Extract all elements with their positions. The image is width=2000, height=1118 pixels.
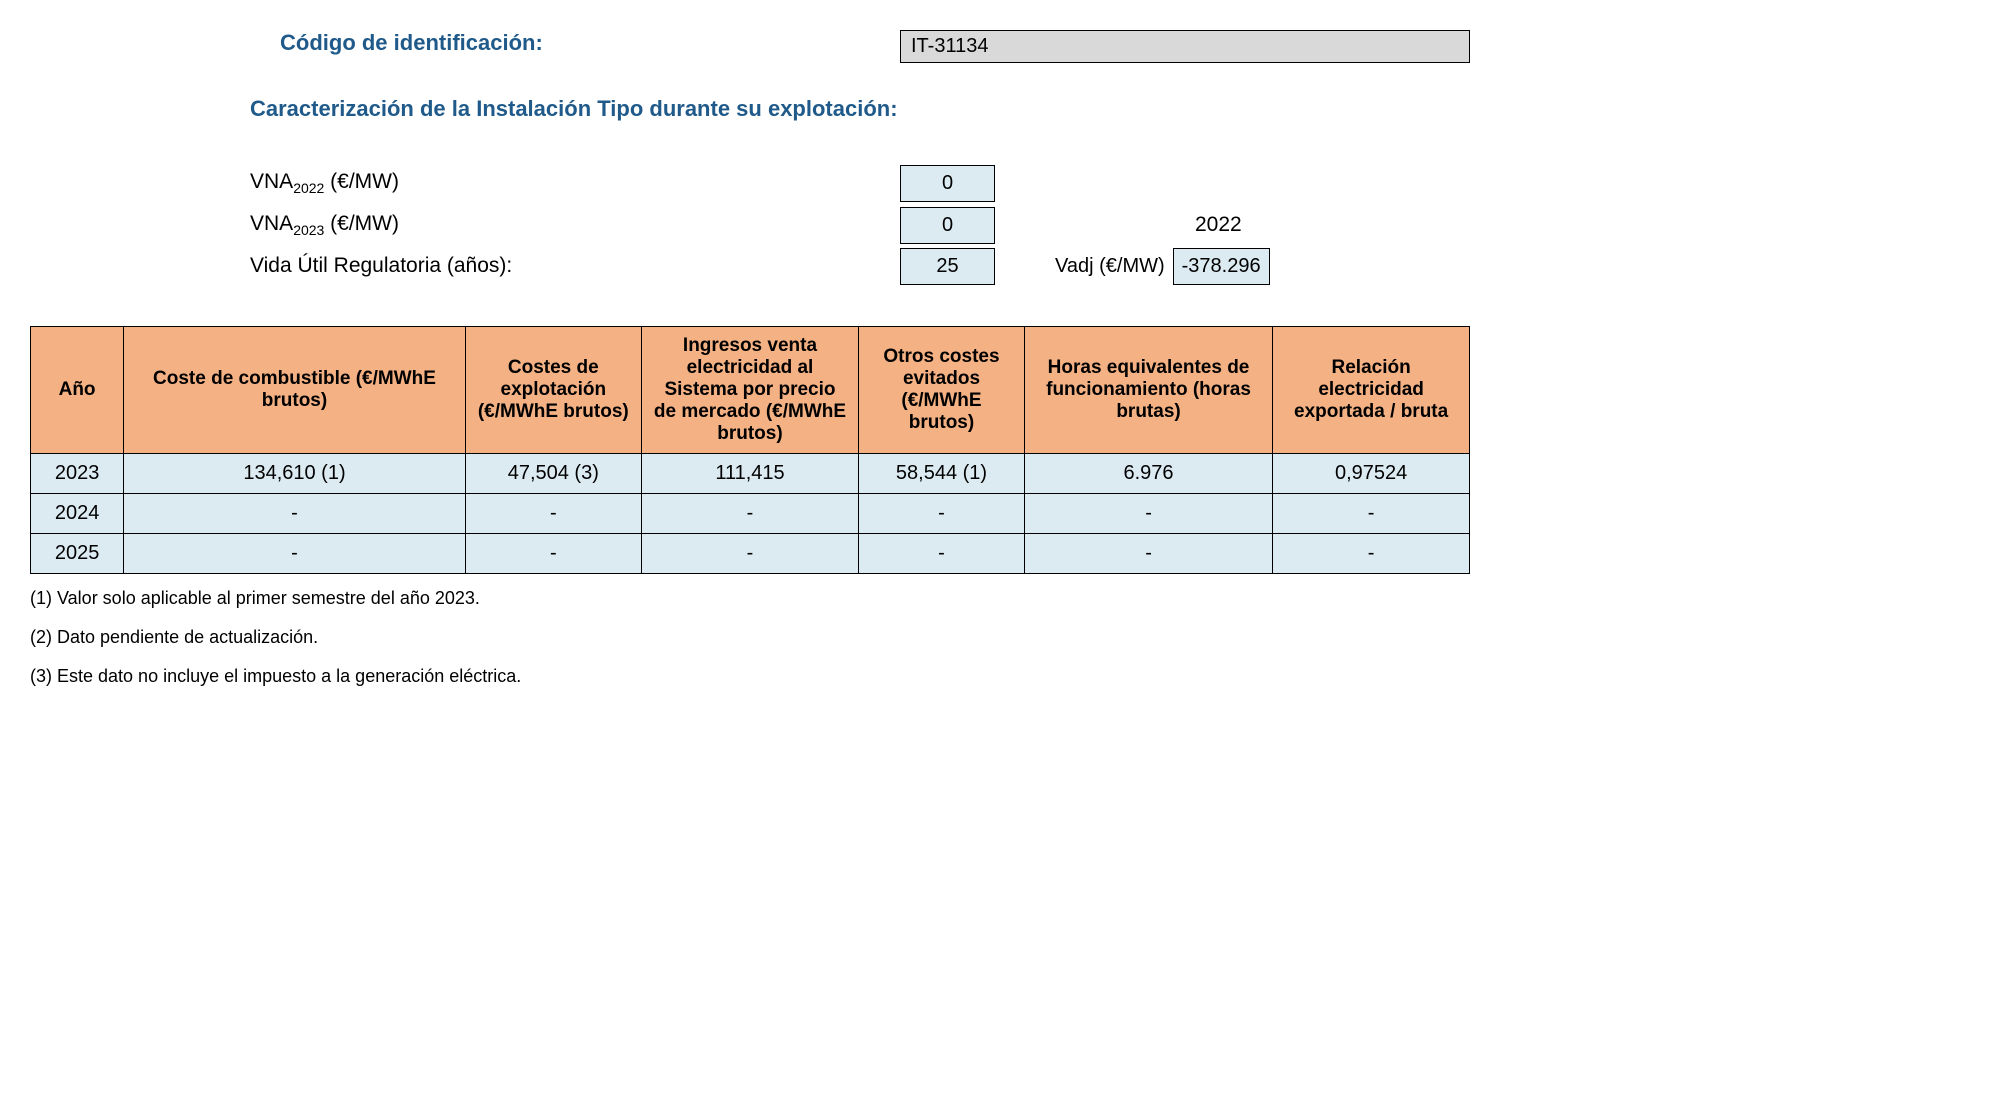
table-cell: - — [641, 534, 858, 574]
table-cell: 2023 — [31, 454, 124, 494]
table-cell: - — [465, 534, 641, 574]
table-cell: 111,415 — [641, 454, 858, 494]
table-cell: 2024 — [31, 494, 124, 534]
codigo-label: Código de identificación: — [280, 30, 543, 56]
table-cell: 0,97524 — [1273, 454, 1470, 494]
vna2023-label: VNA2023 (€/MW) — [250, 204, 850, 246]
codigo-value: IT-31134 — [900, 30, 1470, 63]
footnote: (3) Este dato no incluye el impuesto a l… — [30, 666, 1470, 687]
table-header-cell: Otros costes evitados (€/MWhE brutos) — [859, 327, 1025, 454]
table-cell: 58,544 (1) — [859, 454, 1025, 494]
table-cell: - — [1273, 534, 1470, 574]
vida-util-label: Vida Útil Regulatoria (años): — [250, 246, 850, 286]
footnotes: (1) Valor solo aplicable al primer semes… — [30, 588, 1470, 687]
table-cell: - — [1273, 494, 1470, 534]
table-row: 2024------ — [31, 494, 1470, 534]
vna2023-value: 0 — [900, 207, 995, 244]
ref-year: 2022 — [1195, 213, 1242, 237]
caracterizacion-heading: Caracterización de la Instalación Tipo d… — [250, 96, 1470, 122]
table-cell: 134,610 (1) — [124, 454, 466, 494]
vadj-value: -378.296 — [1173, 248, 1270, 285]
table-header-cell: Costes de explotación (€/MWhE brutos) — [465, 327, 641, 454]
table-header-cell: Ingresos venta electricidad al Sistema p… — [641, 327, 858, 454]
table-header-cell: Horas equivalentes de funcionamiento (ho… — [1024, 327, 1272, 454]
table-cell: 47,504 (3) — [465, 454, 641, 494]
table-row: 2025------ — [31, 534, 1470, 574]
vida-util-value: 25 — [900, 248, 995, 285]
vna2022-value: 0 — [900, 165, 995, 202]
table-cell: - — [124, 494, 466, 534]
table-header-cell: Año — [31, 327, 124, 454]
table-row: 2023134,610 (1)47,504 (3)111,41558,544 (… — [31, 454, 1470, 494]
footnote: (2) Dato pendiente de actualización. — [30, 627, 1470, 648]
table-cell: - — [124, 534, 466, 574]
table-cell: - — [641, 494, 858, 534]
table-cell: 2025 — [31, 534, 124, 574]
footnote: (1) Valor solo aplicable al primer semes… — [30, 588, 1470, 609]
table-header-cell: Coste de combustible (€/MWhE brutos) — [124, 327, 466, 454]
caracterizacion-table: AñoCoste de combustible (€/MWhE brutos)C… — [30, 326, 1470, 574]
table-header-cell: Relación electricidad exportada / bruta — [1273, 327, 1470, 454]
table-cell: - — [1024, 494, 1272, 534]
vadj-label: Vadj (€/MW) — [1055, 255, 1165, 278]
table-cell: - — [1024, 534, 1272, 574]
table-cell: - — [859, 534, 1025, 574]
vna2022-label: VNA2022 (€/MW) — [250, 162, 850, 204]
table-cell: - — [465, 494, 641, 534]
table-cell: 6.976 — [1024, 454, 1272, 494]
table-cell: - — [859, 494, 1025, 534]
